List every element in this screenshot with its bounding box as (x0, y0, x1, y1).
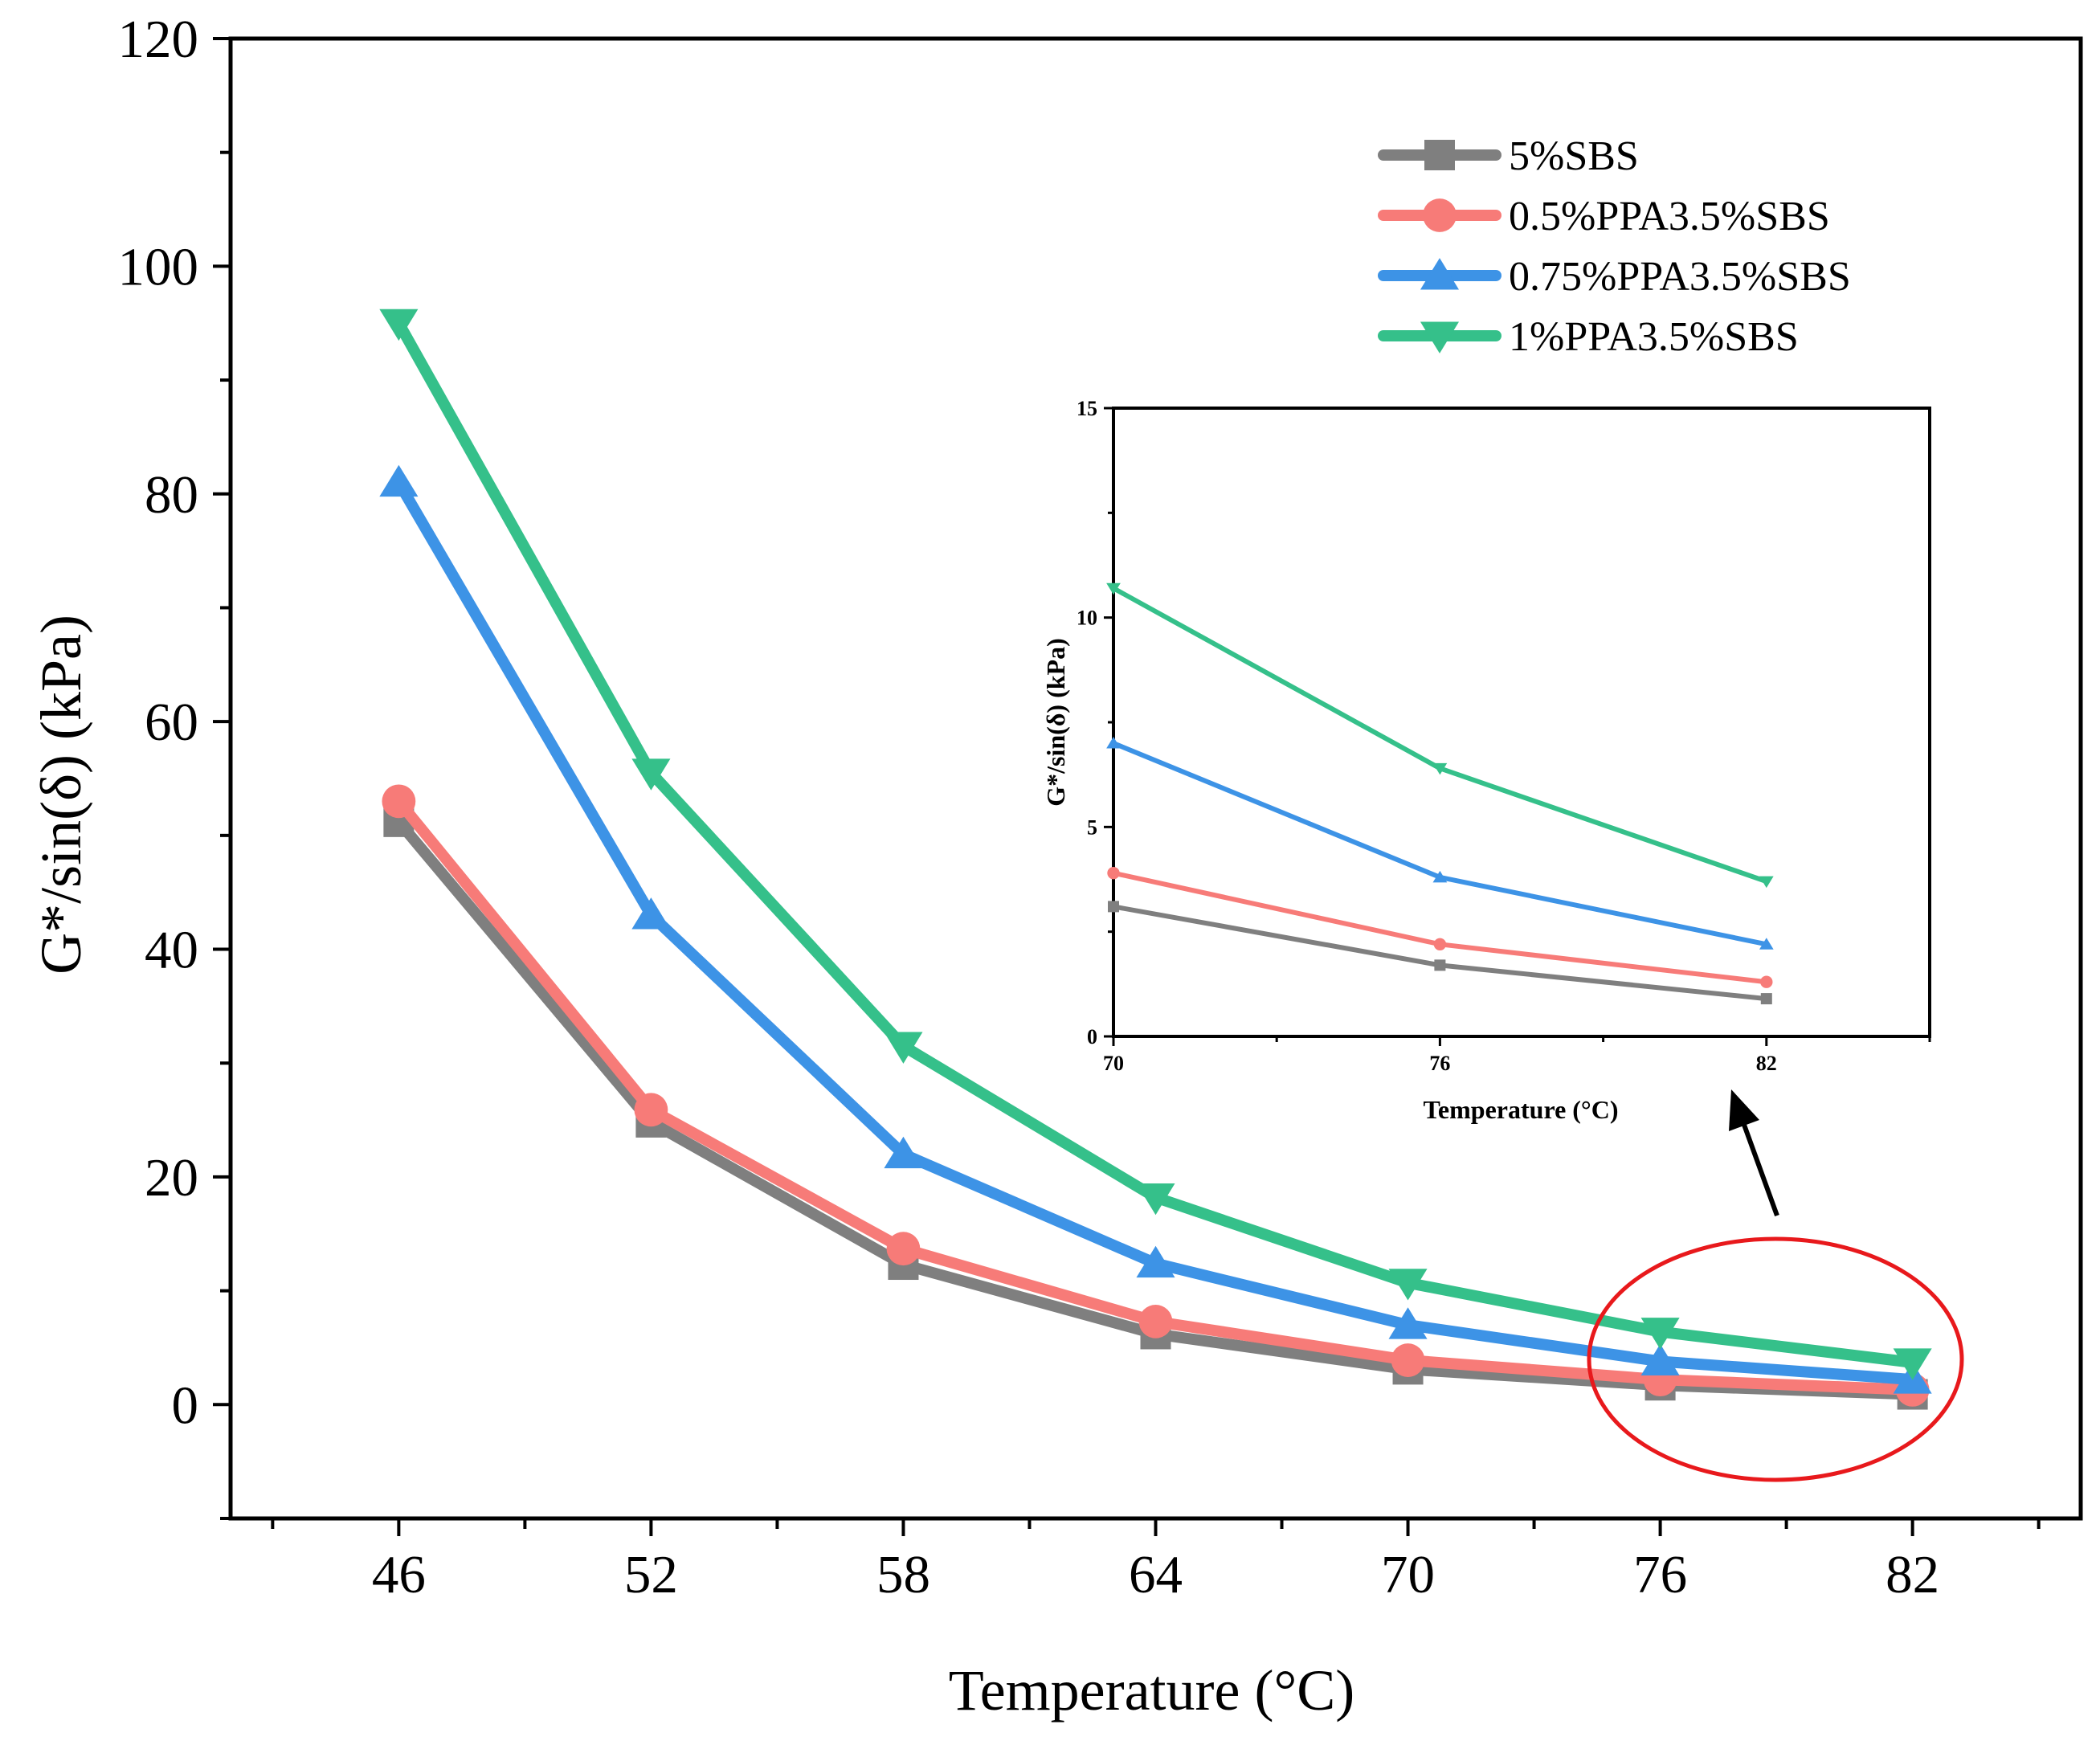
x-axis-title: Temperature (°C) (949, 1658, 1355, 1723)
data-point (379, 464, 419, 497)
inset-y-tick-label: 10 (1077, 607, 1097, 630)
data-point (1893, 1348, 1932, 1380)
series-2 (382, 784, 1930, 1407)
inset-data-point (1760, 993, 1772, 1005)
y-tick-label: 80 (145, 465, 198, 525)
inset-x-tick-label: 82 (1756, 1052, 1777, 1075)
legend-label: 5%SBS (1509, 133, 1639, 179)
x-tick-label: 64 (1129, 1545, 1183, 1604)
inset-data-point (1433, 938, 1447, 951)
data-point (379, 309, 419, 341)
inset-data-point (1432, 870, 1448, 883)
legend-marker (1424, 140, 1455, 170)
data-point (1136, 1183, 1175, 1216)
inset-series-3 (1106, 737, 1774, 950)
y-tick-label: 100 (118, 237, 199, 296)
arrow-head (1729, 1089, 1759, 1131)
x-tick-label: 58 (876, 1545, 930, 1604)
inset-data-point (1434, 959, 1446, 971)
y-tick-label: 20 (145, 1148, 198, 1208)
arrow-shaft (1742, 1123, 1779, 1217)
inset-x-axis-title: Temperature (°C) (1424, 1095, 1619, 1124)
inset-data-point (1108, 901, 1119, 913)
data-point (884, 1136, 923, 1169)
annotations (1587, 1089, 1964, 1482)
legend-label: 0.75%PPA3.5%SBS (1509, 254, 1851, 300)
inset-plot: 0 5 10 15 70 76 82 Temperature (°C) G*/sin(δ) (k… (1041, 397, 1931, 1124)
inset-data-point (1759, 938, 1774, 950)
y-axis-title: G*/sin(δ) (kPa) (29, 615, 93, 975)
x-tick-label: 70 (1381, 1545, 1435, 1604)
x-tick-label: 52 (624, 1545, 678, 1604)
y-tick-label: 0 (172, 1375, 199, 1435)
inset-y-tick-label: 0 (1087, 1025, 1097, 1048)
data-point (1640, 1343, 1680, 1375)
data-point (631, 758, 671, 791)
x-tick-label: 82 (1886, 1545, 1939, 1604)
data-point (1388, 1269, 1428, 1301)
inset-data-point (1106, 737, 1121, 749)
legend-marker (1423, 198, 1457, 232)
legend-item: 0.75%PPA3.5%SBS (1378, 254, 1851, 300)
inset-series-2 (1107, 866, 1773, 988)
legend-item: 5%SBS (1378, 133, 1639, 179)
y-tick-label: 120 (118, 10, 199, 69)
inset-data-point (1106, 582, 1121, 595)
y-tick-label: 40 (145, 921, 198, 980)
inset-data-point (1760, 975, 1773, 988)
inset-frame (1112, 407, 1931, 1038)
data-point (1136, 1245, 1175, 1278)
data-point (884, 1032, 923, 1064)
inset-data-point (1107, 866, 1120, 880)
data-point (1138, 1304, 1173, 1338)
legend-item: 1%PPA3.5%SBS (1378, 314, 1799, 360)
highlight-ellipse (1587, 1236, 1964, 1482)
inset-x-tick-label: 70 (1103, 1052, 1124, 1075)
inset-y-axis-title: G*/sin(δ) (kPa) (1041, 638, 1070, 807)
data-point (631, 897, 671, 930)
legend-marker (1420, 321, 1460, 354)
legend-item: 0.5%PPA3.5%SBS (1378, 194, 1830, 239)
y-tick-label: 60 (145, 693, 198, 752)
x-tick-label: 76 (1633, 1545, 1687, 1604)
inset-series-1 (1108, 901, 1772, 1005)
data-point (886, 1232, 921, 1266)
legend-label: 1%PPA3.5%SBS (1509, 314, 1799, 360)
series-4 (379, 309, 1932, 1380)
data-point (634, 1093, 668, 1127)
legend: 5%SBS 0.5%PPA3.5%SBS 0.75%PPA3.5%SBS 1%PPA3… (1378, 133, 1851, 360)
inset-x-tick-label: 76 (1429, 1052, 1450, 1075)
legend-label: 0.5%PPA3.5%SBS (1509, 194, 1830, 239)
data-point (382, 784, 416, 819)
inset-data-point (1759, 876, 1774, 889)
inset-data-point (1432, 762, 1448, 775)
inset-series-4 (1106, 582, 1774, 889)
x-tick-label: 46 (372, 1545, 426, 1604)
legend-marker (1420, 258, 1460, 290)
inset-y-tick-label: 5 (1087, 815, 1097, 839)
data-point (1391, 1343, 1425, 1377)
data-point (1388, 1307, 1428, 1339)
inset-y-tick-label: 15 (1077, 397, 1097, 420)
data-point (1640, 1318, 1680, 1350)
